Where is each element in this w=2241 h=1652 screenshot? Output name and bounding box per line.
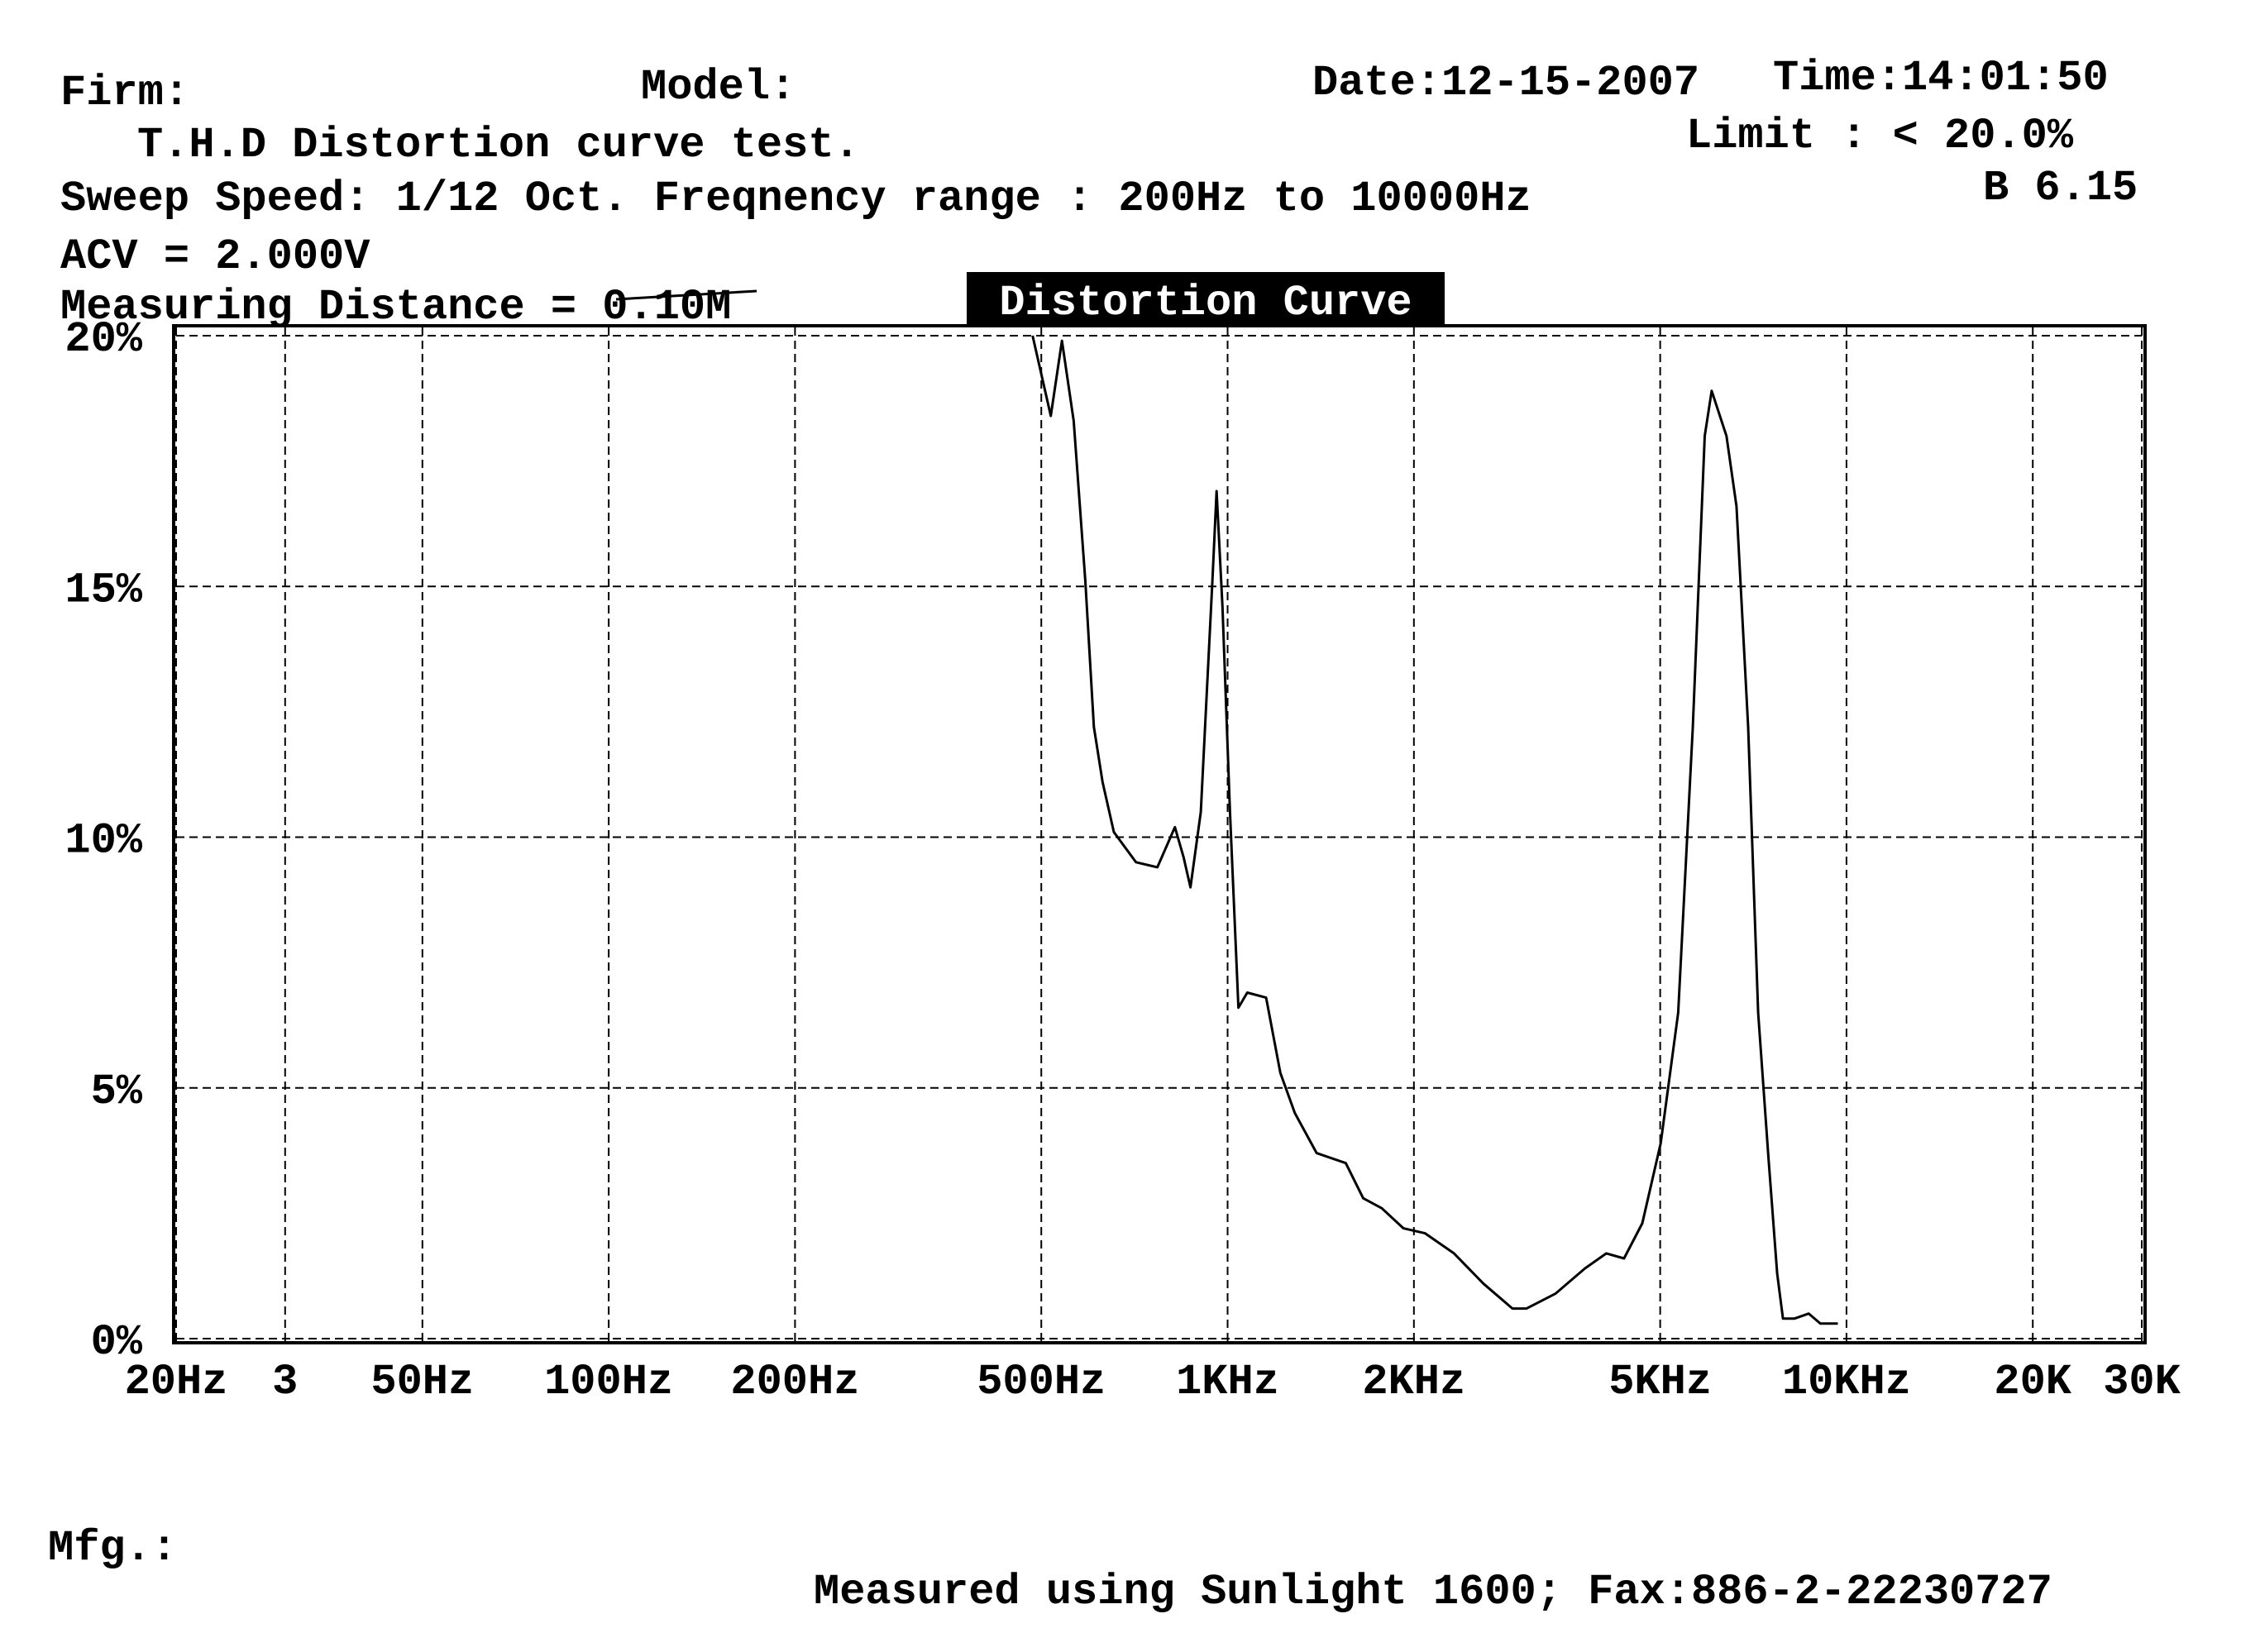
x-tick-label: 100Hz (544, 1358, 673, 1406)
date-label: Date:12-15-2007 (1312, 59, 1699, 107)
x-tick-label: 10KHz (1782, 1358, 1911, 1406)
x-tick-label: 5KHz (1608, 1358, 1712, 1406)
x-tick-label: 30K (2103, 1358, 2181, 1406)
limit-label: Limit : < 20.0% (1686, 112, 2074, 160)
y-tick-label: 0% (91, 1318, 143, 1367)
y-tick-label: 10% (65, 817, 142, 866)
firm-label: Firm: (60, 69, 189, 117)
strike-mark (615, 289, 757, 301)
x-tick-label: 2KHz (1362, 1358, 1465, 1406)
title-box (967, 272, 1445, 326)
y-tick-label: 20% (65, 315, 142, 364)
footer-note: Measured using Sunlight 1600; Fax:886-2-… (814, 1568, 2052, 1616)
test-name: T.H.D Distortion curve test. (137, 121, 860, 169)
y-tick-label: 15% (65, 566, 142, 614)
model-label: Model: (641, 63, 796, 112)
x-tick-label: 500Hz (977, 1358, 1106, 1406)
x-tick-label: 1KHz (1176, 1358, 1279, 1406)
y-tick-label: 5% (91, 1067, 143, 1116)
plot-frame (172, 324, 2147, 1344)
distortion-curve (1031, 335, 1838, 1325)
time-label: Time:14:01:50 (1773, 54, 2109, 103)
x-tick-label: 3 (272, 1358, 298, 1406)
chart-title: Distortion Curve (999, 279, 1412, 327)
distance-label: Measuring Distance = 0.10M (60, 283, 731, 332)
mfg-label: Mfg.: (48, 1524, 177, 1573)
sweep-label: Sweep Speed: 1/12 Oct. Freqnency range :… (60, 174, 1531, 223)
x-tick-label: 50Hz (370, 1358, 474, 1406)
x-tick-label: 20Hz (125, 1358, 228, 1406)
acv-label: ACV = 2.000V (60, 232, 370, 281)
version-label: B 6.15 (1983, 164, 2138, 212)
x-tick-label: 20K (1994, 1358, 2071, 1406)
x-tick-label: 200Hz (730, 1358, 859, 1406)
